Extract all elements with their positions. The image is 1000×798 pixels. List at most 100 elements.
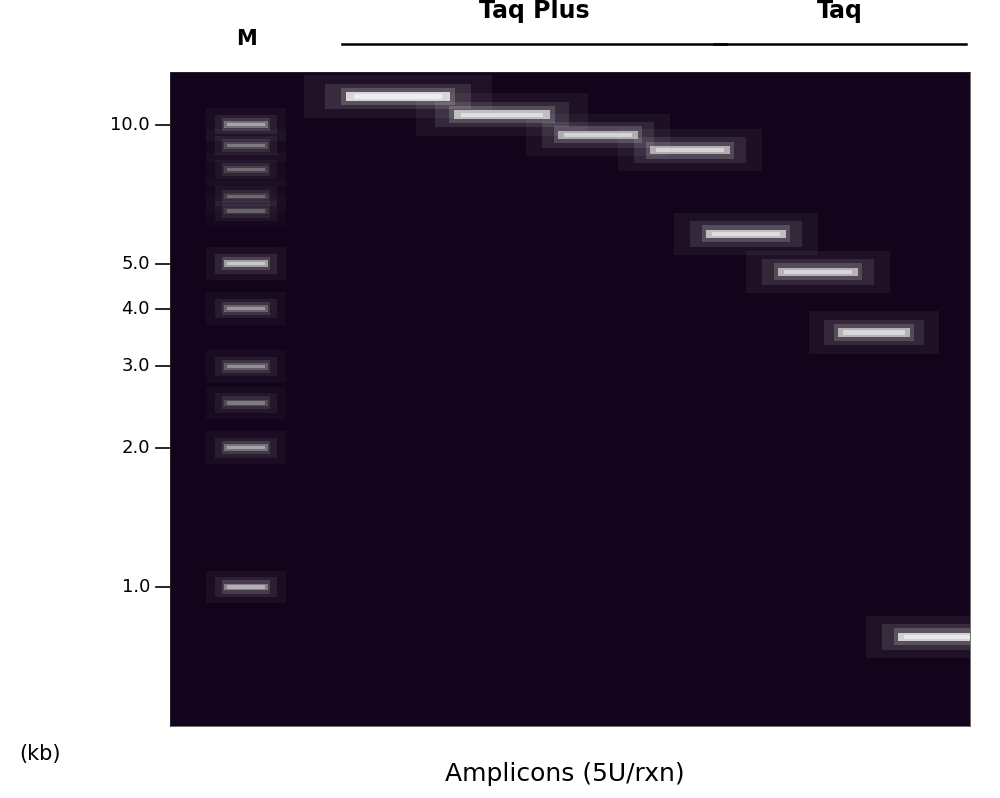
- Bar: [834, 324, 914, 341]
- Bar: [222, 118, 270, 131]
- Bar: [206, 195, 286, 227]
- Bar: [227, 144, 265, 148]
- Text: Taq Plus: Taq Plus: [479, 0, 589, 23]
- Bar: [224, 193, 268, 200]
- Bar: [224, 166, 268, 172]
- Bar: [224, 260, 268, 267]
- Bar: [746, 251, 890, 293]
- Text: 10.0: 10.0: [110, 116, 150, 133]
- Bar: [784, 270, 852, 274]
- Bar: [449, 106, 555, 123]
- Bar: [206, 432, 286, 464]
- Bar: [843, 330, 905, 334]
- Bar: [206, 292, 286, 325]
- Bar: [341, 88, 455, 105]
- Bar: [222, 190, 270, 203]
- Bar: [227, 195, 265, 198]
- Bar: [774, 263, 862, 280]
- Text: 2.0: 2.0: [122, 439, 150, 456]
- Bar: [206, 180, 286, 212]
- Bar: [215, 115, 277, 134]
- Bar: [206, 350, 286, 383]
- Bar: [206, 247, 286, 280]
- Bar: [564, 132, 632, 137]
- Bar: [227, 262, 265, 266]
- Bar: [215, 136, 277, 156]
- Bar: [866, 615, 1000, 658]
- Bar: [778, 267, 858, 276]
- Bar: [206, 129, 286, 162]
- Bar: [206, 386, 286, 419]
- Bar: [435, 102, 569, 128]
- Bar: [898, 633, 978, 641]
- Bar: [646, 142, 734, 159]
- Bar: [454, 110, 550, 119]
- Bar: [542, 122, 654, 148]
- Bar: [824, 320, 924, 346]
- Bar: [227, 168, 265, 171]
- Text: Taq: Taq: [817, 0, 863, 23]
- Bar: [224, 444, 268, 451]
- Bar: [227, 401, 265, 405]
- Bar: [702, 225, 790, 243]
- Text: 5.0: 5.0: [122, 255, 150, 273]
- Bar: [215, 298, 277, 318]
- Bar: [222, 302, 270, 315]
- Bar: [215, 160, 277, 179]
- Text: 4.0: 4.0: [122, 299, 150, 318]
- Bar: [224, 121, 268, 128]
- Bar: [762, 259, 874, 285]
- Bar: [215, 187, 277, 206]
- Text: Amplicons (5U/rxn): Amplicons (5U/rxn): [445, 762, 685, 786]
- Bar: [354, 94, 442, 99]
- Bar: [894, 628, 982, 646]
- Bar: [215, 438, 277, 457]
- Bar: [706, 230, 786, 238]
- Text: M: M: [236, 29, 256, 49]
- Bar: [215, 254, 277, 274]
- Bar: [325, 84, 471, 109]
- Bar: [227, 123, 265, 126]
- Bar: [224, 363, 268, 369]
- Bar: [222, 360, 270, 373]
- Text: 1.0: 1.0: [122, 578, 150, 596]
- Bar: [222, 163, 270, 176]
- Bar: [224, 142, 268, 149]
- Bar: [222, 204, 270, 218]
- Bar: [215, 577, 277, 597]
- Bar: [227, 585, 265, 589]
- Bar: [809, 311, 939, 354]
- Bar: [224, 400, 268, 406]
- Bar: [904, 634, 972, 639]
- Text: (kb): (kb): [19, 744, 61, 764]
- Bar: [215, 357, 277, 376]
- Bar: [227, 209, 265, 213]
- Bar: [222, 139, 270, 152]
- Text: 3.0: 3.0: [122, 358, 150, 375]
- Bar: [206, 109, 286, 141]
- Bar: [222, 580, 270, 594]
- Bar: [222, 397, 270, 409]
- Bar: [690, 221, 802, 247]
- Bar: [304, 75, 492, 118]
- Bar: [224, 306, 268, 312]
- Bar: [416, 93, 588, 136]
- Bar: [227, 365, 265, 368]
- Bar: [712, 231, 780, 236]
- Bar: [346, 93, 450, 101]
- Bar: [618, 129, 762, 172]
- Bar: [674, 212, 818, 255]
- Bar: [224, 207, 268, 215]
- Bar: [206, 153, 286, 186]
- Bar: [554, 126, 642, 144]
- Bar: [224, 583, 268, 591]
- Bar: [215, 393, 277, 413]
- Bar: [634, 137, 746, 163]
- Bar: [558, 131, 638, 139]
- Bar: [222, 257, 270, 271]
- Bar: [882, 624, 994, 650]
- Bar: [222, 441, 270, 454]
- Bar: [227, 307, 265, 310]
- Bar: [215, 201, 277, 221]
- Bar: [206, 571, 286, 603]
